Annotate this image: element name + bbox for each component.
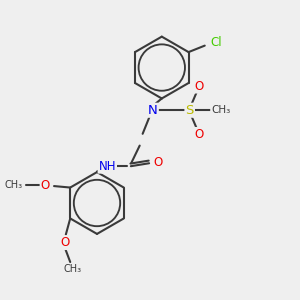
Text: CH₃: CH₃ (64, 264, 82, 274)
Text: O: O (40, 179, 50, 192)
Text: CH₃: CH₃ (211, 105, 230, 115)
Text: O: O (60, 236, 70, 249)
Text: O: O (194, 128, 203, 141)
Text: N: N (148, 104, 158, 117)
Text: Cl: Cl (211, 36, 222, 49)
Text: NH: NH (99, 160, 116, 173)
Text: CH₃: CH₃ (4, 181, 23, 190)
Text: O: O (194, 80, 203, 93)
Text: O: O (153, 156, 163, 169)
Text: S: S (186, 104, 194, 117)
